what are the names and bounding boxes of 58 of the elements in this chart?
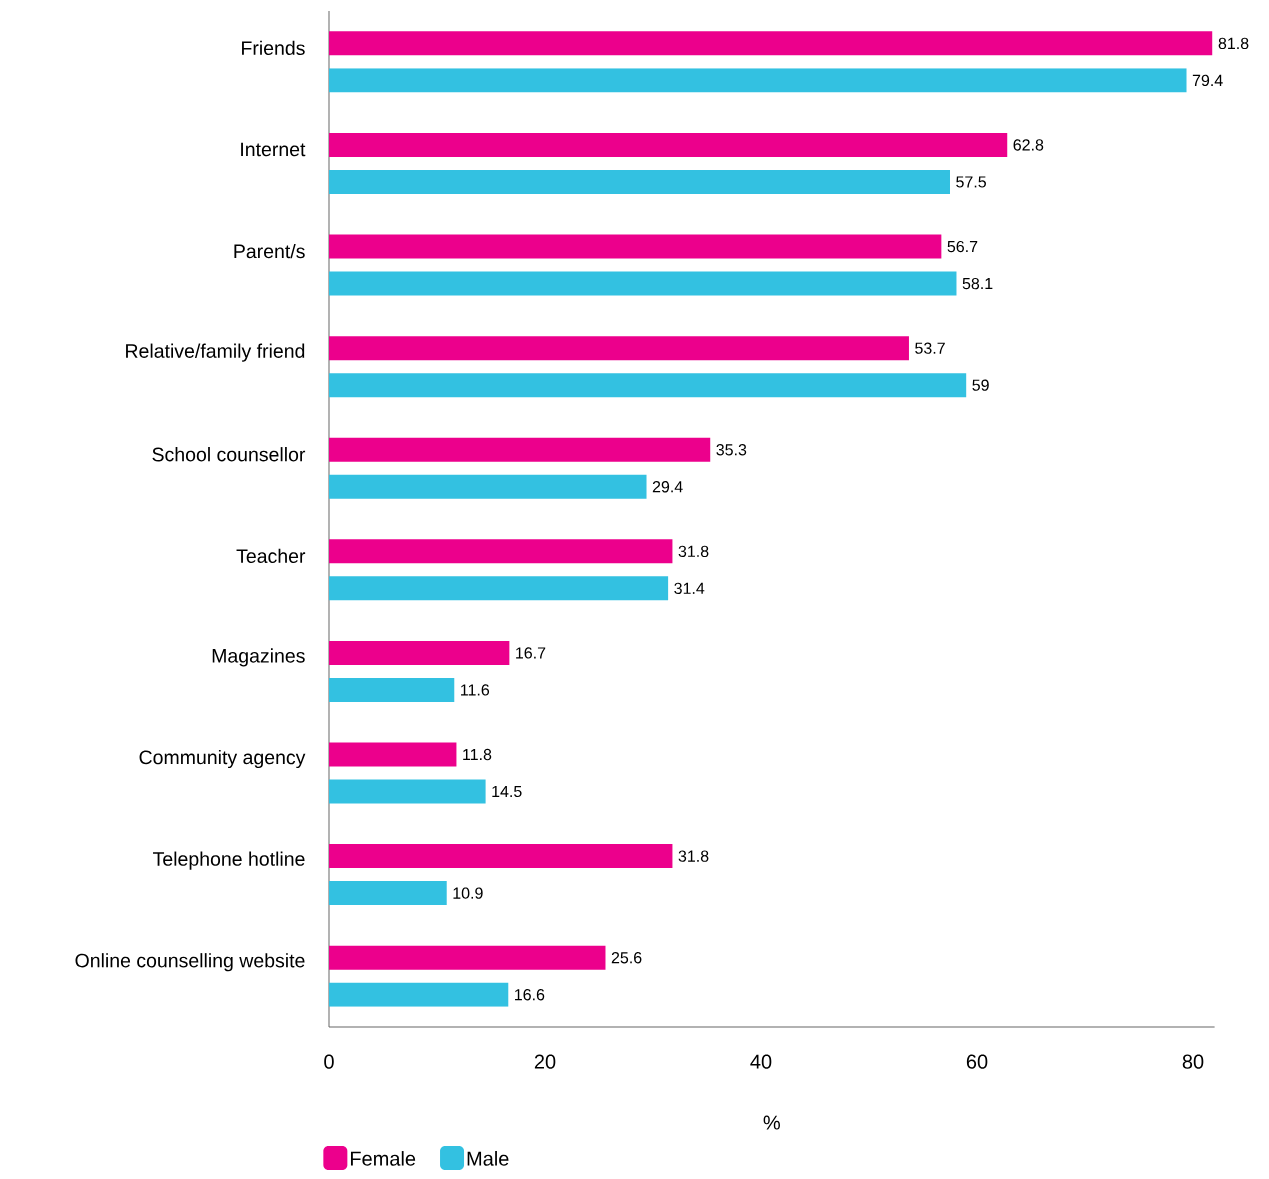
data-label: 62.8 (1013, 139, 1044, 151)
bar (329, 169, 950, 194)
bar (329, 640, 510, 665)
data-label: 10.9 (453, 887, 483, 899)
bar (329, 576, 669, 601)
data-label: 79.4 (1192, 74, 1223, 87)
legend-label: Male (467, 1151, 509, 1166)
data-label: 59 (972, 379, 989, 391)
bar (329, 373, 967, 398)
y-tick-label: Parent/s (234, 243, 305, 259)
bar (329, 844, 673, 869)
bar (329, 68, 1187, 93)
data-label: 14.5 (492, 785, 522, 798)
data-label: 11.6 (461, 684, 490, 696)
x-tick-label: 0 (324, 1054, 334, 1069)
bar (329, 336, 909, 361)
y-tick-label: Relative/family friend (126, 343, 305, 362)
data-label: 16.6 (515, 989, 545, 1001)
y-tick-label: Telephone hotline (153, 851, 305, 870)
data-label: 35.3 (716, 444, 747, 456)
data-label: 57.5 (956, 176, 986, 188)
bar (329, 31, 1213, 56)
bar (329, 742, 457, 767)
y-tick-label: Internet (241, 142, 306, 157)
bar (329, 474, 647, 499)
y-tick-label: Community agency (139, 749, 306, 769)
y-tick-label: Magazines (212, 648, 305, 667)
bar (329, 982, 509, 1007)
bar (329, 234, 942, 259)
bar (329, 677, 455, 702)
x-tick-label: 80 (1182, 1054, 1204, 1069)
bar (329, 779, 486, 804)
data-label: 29.4 (652, 481, 683, 493)
data-label: 25.6 (611, 952, 642, 964)
bar (329, 437, 711, 462)
data-label: 56.7 (947, 240, 978, 253)
data-label: 81.8 (1218, 37, 1249, 50)
data-label: 31.4 (674, 582, 705, 595)
x-axis-title: % (763, 1115, 780, 1130)
y-tick-label: School counsellor (152, 447, 306, 462)
y-tick-label: Friends (242, 40, 305, 56)
bar (329, 539, 673, 564)
data-label: 16.7 (516, 647, 546, 659)
y-tick-label: Online counselling website (75, 953, 305, 972)
x-tick-label: 20 (534, 1054, 556, 1069)
x-tick-label: 40 (750, 1054, 772, 1069)
bar (329, 271, 957, 296)
x-tick-label: 60 (966, 1054, 988, 1069)
data-label: 31.8 (678, 850, 709, 862)
data-label: 11.8 (463, 748, 492, 761)
bar (329, 881, 447, 906)
data-label: 31.8 (678, 545, 709, 558)
data-label: 53.7 (915, 342, 945, 354)
bar (329, 945, 606, 970)
y-tick-label: Teacher (236, 548, 306, 563)
bar (329, 132, 1008, 157)
legend-label: Female (351, 1151, 416, 1166)
data-label: 58.1 (962, 277, 993, 290)
